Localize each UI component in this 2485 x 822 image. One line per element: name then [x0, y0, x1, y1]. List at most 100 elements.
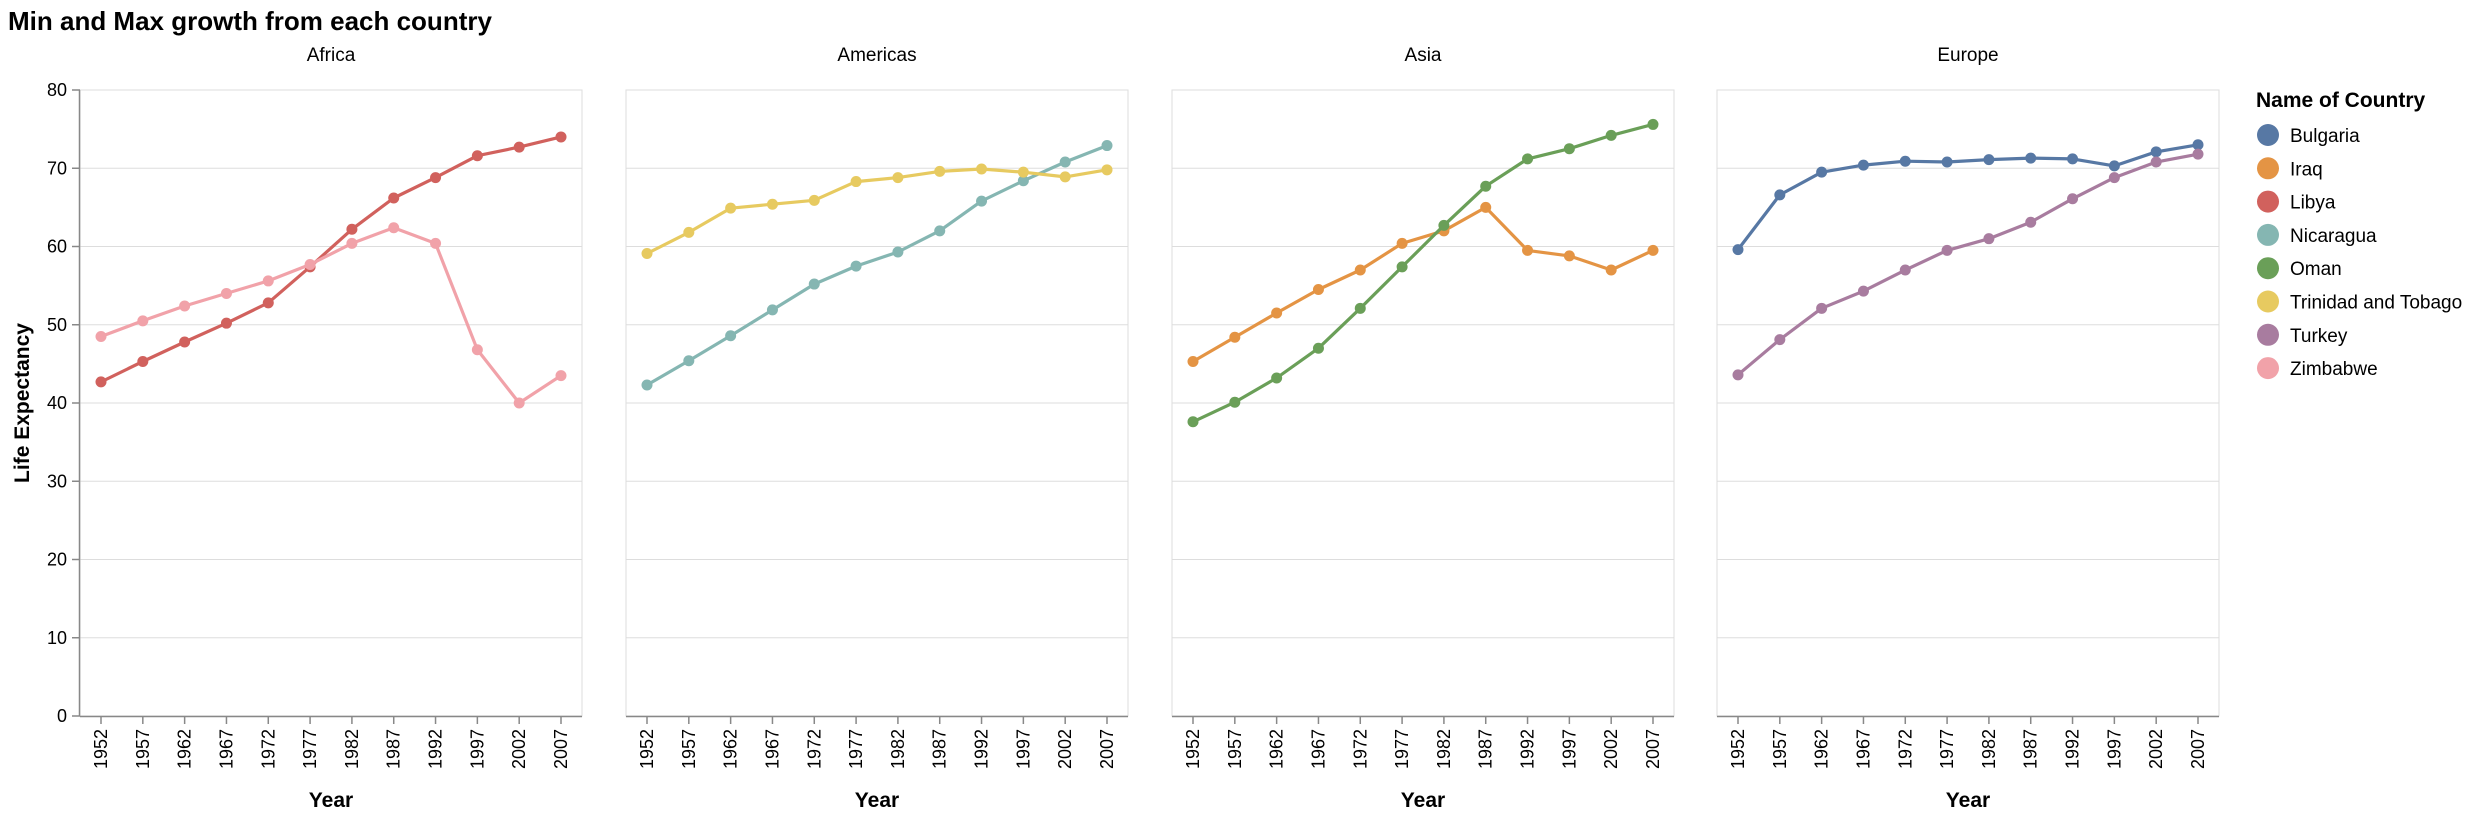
- data-point-iraq: [1396, 237, 1408, 249]
- x-tick-label: 1957: [1225, 729, 1245, 769]
- y-tick-label: 60: [47, 237, 67, 257]
- data-point-libya: [179, 336, 191, 348]
- data-point-nicaragua: [1059, 156, 1071, 168]
- data-point-bulgaria: [2150, 146, 2162, 158]
- data-point-zimbabwe: [179, 300, 191, 312]
- data-point-oman: [1396, 261, 1408, 273]
- data-point-bulgaria: [2067, 153, 2079, 165]
- data-point-oman: [1522, 153, 1534, 165]
- facet-title: Europe: [1937, 45, 1998, 66]
- data-point-zimbabwe: [346, 237, 358, 249]
- x-tick-label: 2007: [2188, 729, 2208, 769]
- data-point-turkey: [1857, 285, 1869, 297]
- legend-item-label: Nicaragua: [2290, 226, 2377, 247]
- x-tick-label: 1987: [930, 729, 950, 769]
- x-axis-title: Year: [309, 789, 353, 812]
- y-tick-label: 40: [47, 393, 67, 413]
- y-tick-label: 20: [47, 550, 67, 570]
- x-tick-label: 2002: [509, 729, 529, 769]
- x-tick-label: 1977: [1937, 729, 1957, 769]
- x-axis-title: Year: [1946, 789, 1990, 812]
- data-point-libya: [262, 297, 274, 309]
- legend-swatch: [2257, 124, 2279, 146]
- data-point-libya: [220, 317, 232, 329]
- facet-asia: Asia 1952 1957 1962 1967 1972 1977 1982 1987 1992…: [1171, 45, 1675, 812]
- x-tick-label: 2007: [1643, 729, 1663, 769]
- x-tick-label: 2007: [551, 729, 571, 769]
- data-point-turkey: [1941, 244, 1953, 256]
- x-tick-label: 1982: [1979, 729, 1999, 769]
- legend-swatch: [2257, 323, 2279, 346]
- x-tick-label: 1952: [91, 729, 111, 769]
- data-point-nicaragua: [892, 246, 904, 258]
- legend: Name of Country Bulgaria Iraq Libya Nicarag…: [2256, 89, 2462, 380]
- legend-item-label: Trinidad and Tobago: [2290, 293, 2462, 314]
- x-tick-label: 1992: [2063, 729, 2083, 769]
- data-point-zimbabwe: [137, 315, 149, 327]
- data-point-zimbabwe: [430, 237, 442, 249]
- data-point-turkey: [2025, 216, 2037, 228]
- x-tick-label: 1977: [300, 729, 320, 769]
- x-tick-label: 2002: [1055, 729, 1075, 769]
- data-point-zimbabwe: [95, 330, 107, 342]
- data-point-trinidad-and-tobago: [641, 248, 653, 260]
- x-tick-label: 1997: [1013, 729, 1033, 769]
- data-point-bulgaria: [1774, 189, 1786, 201]
- data-point-nicaragua: [766, 304, 778, 316]
- legend-item-label: Oman: [2290, 259, 2342, 280]
- x-tick-label: 1957: [1770, 729, 1790, 769]
- legend-swatch: [2257, 357, 2279, 380]
- data-point-iraq: [1187, 356, 1199, 368]
- data-point-zimbabwe: [388, 222, 400, 234]
- data-point-nicaragua: [725, 330, 737, 342]
- x-tick-label: 1962: [721, 729, 741, 769]
- y-tick-label: 30: [47, 471, 67, 491]
- x-tick-label: 1982: [888, 729, 908, 769]
- data-point-zimbabwe: [513, 397, 525, 409]
- facet-americas: Americas 1952 1957 1962 1967 1972 1977 1982 1987…: [625, 45, 1129, 812]
- chart-title: Min and Max growth from each country: [8, 6, 492, 36]
- x-tick-label: 1967: [1308, 729, 1328, 769]
- data-point-bulgaria: [1941, 156, 1953, 168]
- data-point-bulgaria: [2025, 152, 2037, 164]
- data-point-bulgaria: [1816, 166, 1828, 178]
- x-tick-label: 1972: [258, 729, 278, 769]
- data-point-bulgaria: [1857, 159, 1869, 171]
- data-point-iraq: [1605, 264, 1617, 276]
- data-point-nicaragua: [683, 355, 695, 367]
- data-point-turkey: [1983, 233, 1995, 245]
- series-line-oman: [1192, 122, 1654, 424]
- data-point-libya: [346, 223, 358, 235]
- y-tick-label: 10: [47, 628, 67, 648]
- y-tick-label: 80: [47, 80, 67, 100]
- data-point-trinidad-and-tobago: [1059, 171, 1071, 183]
- facets: Africa 1952 1957 1962 1967 1972 1977 1982 1987 19…: [11, 45, 2220, 812]
- data-point-trinidad-and-tobago: [766, 198, 778, 210]
- x-tick-label: 1967: [1853, 729, 1873, 769]
- x-tick-label: 1967: [762, 729, 782, 769]
- data-point-trinidad-and-tobago: [1017, 166, 1029, 178]
- facet-africa: Africa 1952 1957 1962 1967 1972 1977 1982 1987 19…: [11, 45, 583, 812]
- data-point-bulgaria: [1732, 244, 1744, 256]
- data-point-libya: [513, 141, 525, 153]
- data-point-trinidad-and-tobago: [1101, 164, 1113, 176]
- x-tick-label: 1982: [1434, 729, 1454, 769]
- data-point-turkey: [1732, 369, 1744, 381]
- data-point-iraq: [1229, 331, 1241, 343]
- x-tick-label: 1962: [1812, 729, 1832, 769]
- data-point-bulgaria: [2108, 160, 2120, 172]
- x-tick-label: 1987: [2021, 729, 2041, 769]
- data-point-iraq: [1312, 284, 1324, 296]
- x-tick-label: 1972: [1895, 729, 1915, 769]
- series-line-zimbabwe: [100, 226, 562, 405]
- data-point-libya: [137, 356, 149, 368]
- data-point-libya: [95, 376, 107, 388]
- data-point-iraq: [1480, 201, 1492, 213]
- data-point-trinidad-and-tobago: [725, 202, 737, 214]
- data-point-nicaragua: [1101, 140, 1113, 152]
- data-point-zimbabwe: [304, 258, 316, 270]
- legend-swatch: [2257, 223, 2279, 246]
- x-tick-label: 1997: [2104, 729, 2124, 769]
- data-point-zimbabwe: [471, 344, 483, 356]
- data-point-oman: [1187, 416, 1199, 428]
